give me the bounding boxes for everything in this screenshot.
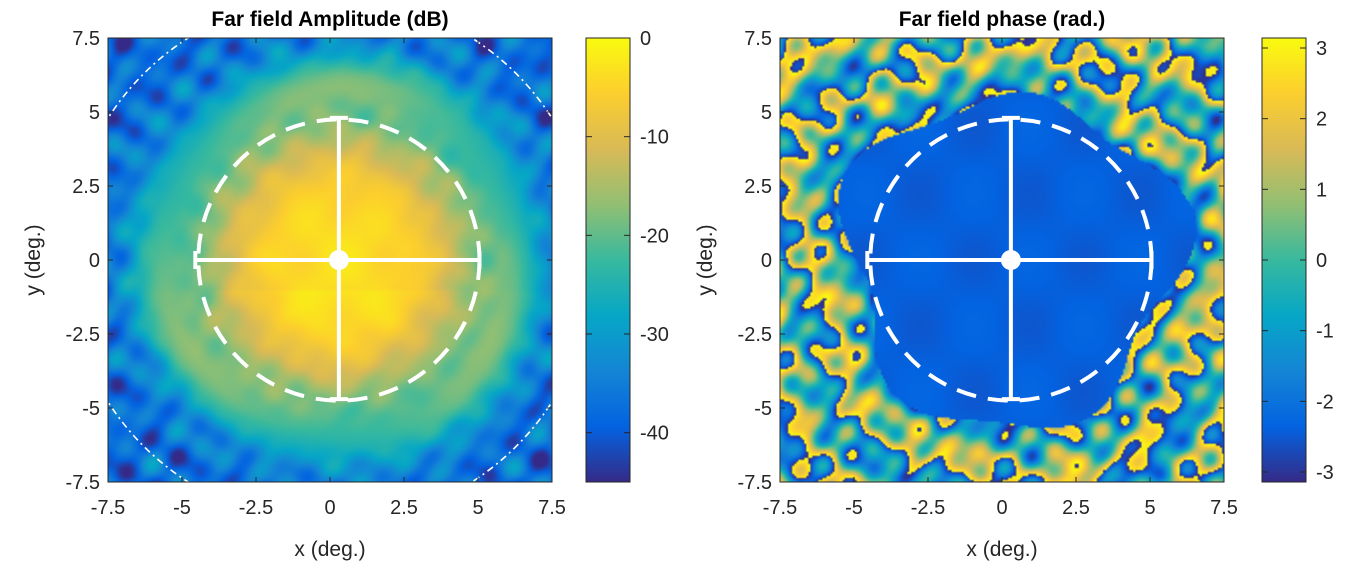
y-tick-label: -2.5 — [738, 324, 772, 346]
colorbar-tick-label: -10 — [640, 127, 669, 149]
y-tick-label: 0 — [89, 250, 100, 272]
amplitude-y-axis-label: y (deg.) — [22, 224, 45, 295]
phase-title: Far field phase (rad.) — [899, 8, 1106, 31]
amplitude-panel: Far field Amplitude (dB) -7.5 -5 -2.5 0 2.5 5… — [22, 8, 669, 561]
y-tick-label: 5 — [89, 102, 100, 124]
colorbar-tick-label: -30 — [640, 324, 669, 346]
y-tick-label: -2.5 — [66, 324, 100, 346]
crosshair-center-dot — [328, 250, 349, 270]
phase-colorbar-ticks: 3 2 1 0 -1 -2 -3 — [1262, 38, 1334, 484]
amplitude-colorbar: 0 -10 -20 -30 -40 — [585, 28, 669, 483]
amplitude-y-ticks: 7.5 5 2.5 0 -2.5 -5 -7.5 — [66, 28, 552, 494]
x-tick-label: 0 — [996, 497, 1007, 519]
y-tick-label: 0 — [761, 250, 772, 272]
amplitude-title: Far field Amplitude (dB) — [211, 8, 448, 31]
y-tick-label: -7.5 — [738, 472, 772, 494]
colorbar-tick-label: 0 — [640, 28, 651, 50]
phase-panel: Far field phase (rad.) -7.5 -5 -2.5 0 2.5 5 7.… — [694, 8, 1334, 561]
y-tick-label: 7.5 — [744, 28, 772, 50]
x-tick-label: -2.5 — [911, 497, 945, 519]
phase-colorbar-scale — [1262, 38, 1306, 482]
colorbar-tick-label: -1 — [1316, 321, 1334, 343]
x-tick-label: 7.5 — [1210, 497, 1238, 519]
phase-x-ticks: -7.5 -5 -2.5 0 2.5 5 7.5 — [763, 38, 1238, 519]
amplitude-x-ticks: -7.5 -5 -2.5 0 2.5 5 7.5 — [91, 38, 566, 519]
x-tick-label: 0 — [324, 497, 335, 519]
y-tick-label: -7.5 — [66, 472, 100, 494]
phase-colorbar: 3 2 1 0 -1 -2 -3 — [1261, 37, 1334, 484]
x-tick-label: 2.5 — [390, 497, 418, 519]
colorbar-tick-label: -3 — [1316, 462, 1334, 484]
x-tick-label: 2.5 — [1062, 497, 1090, 519]
colorbar-tick-label: -2 — [1316, 391, 1334, 413]
y-tick-label: -5 — [754, 398, 772, 420]
amplitude-colorbar-scale — [586, 38, 630, 482]
colorbar-tick-label: 0 — [1316, 250, 1327, 272]
colorbar-tick-label: 1 — [1316, 179, 1327, 201]
amplitude-colorbar-ticks: 0 -10 -20 -30 -40 — [586, 28, 669, 445]
y-tick-label: 5 — [761, 102, 772, 124]
colorbar-tick-label: -20 — [640, 225, 669, 247]
y-tick-label: 2.5 — [72, 176, 100, 198]
x-tick-label: -5 — [845, 497, 863, 519]
x-tick-label: -5 — [173, 497, 191, 519]
phase-x-axis-label: x (deg.) — [966, 538, 1037, 561]
x-tick-label: 7.5 — [538, 497, 566, 519]
crosshair-center-dot — [1000, 250, 1021, 270]
x-tick-label: -7.5 — [763, 497, 797, 519]
y-tick-label: -5 — [82, 398, 100, 420]
phase-y-axis-label: y (deg.) — [694, 224, 717, 295]
y-tick-label: 2.5 — [744, 176, 772, 198]
amplitude-x-axis-label: x (deg.) — [294, 538, 365, 561]
x-tick-label: 5 — [1144, 497, 1155, 519]
colorbar-tick-label: 3 — [1316, 38, 1327, 60]
colorbar-tick-label: 2 — [1316, 109, 1327, 131]
colorbar-tick-label: -40 — [640, 423, 669, 445]
amplitude-colorbar-box — [585, 37, 631, 483]
phase-y-ticks: 7.5 5 2.5 0 -2.5 -5 -7.5 — [738, 28, 1224, 494]
amplitude-overlay — [108, 38, 552, 482]
x-tick-label: -7.5 — [91, 497, 125, 519]
x-tick-label: 5 — [472, 497, 483, 519]
phase-overlay — [865, 115, 1154, 403]
y-tick-label: 7.5 — [72, 28, 100, 50]
x-tick-label: -2.5 — [239, 497, 273, 519]
